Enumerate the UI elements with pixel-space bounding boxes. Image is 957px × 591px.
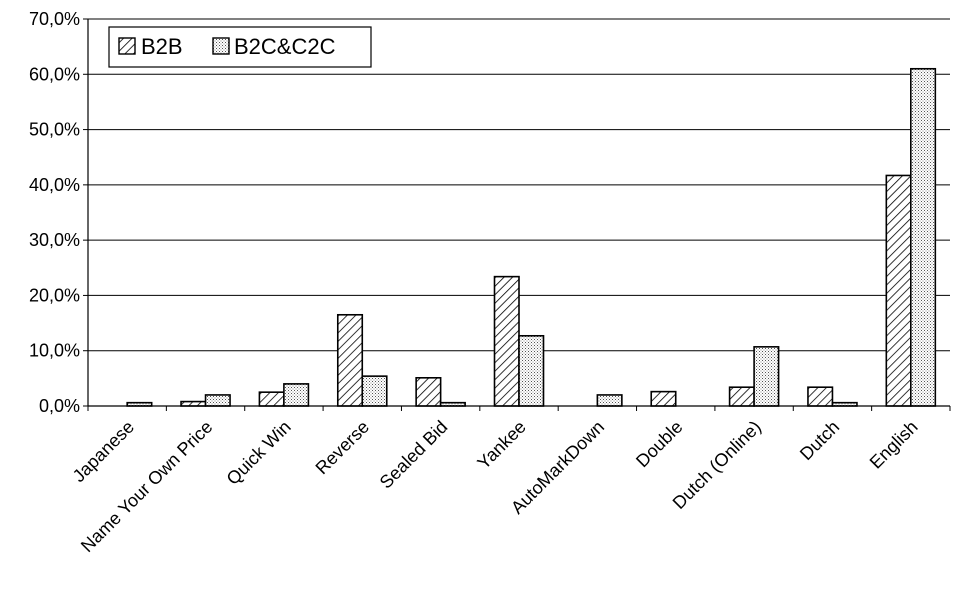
y-tick-label: 60,0% xyxy=(29,64,80,84)
bars xyxy=(126,67,937,407)
bar-b2c-c2c xyxy=(910,67,937,407)
y-tick-label: 50,0% xyxy=(29,120,80,140)
x-category-label: Quick Win xyxy=(223,417,295,489)
legend-label-b2c-c2c: B2C&C2C xyxy=(234,34,336,59)
x-category-label: Dutch xyxy=(796,417,843,464)
y-tick-label: 0,0% xyxy=(39,396,80,416)
bar-b2b xyxy=(415,377,442,407)
x-category-label: Double xyxy=(632,417,686,471)
x-category-label: Reverse xyxy=(312,417,374,479)
bar-b2b xyxy=(728,386,755,407)
y-tick-label: 20,0% xyxy=(29,285,80,305)
bar-b2b xyxy=(180,400,207,407)
x-category-label: English xyxy=(866,417,922,473)
bar-b2b xyxy=(493,275,520,407)
bar-b2b xyxy=(807,386,834,407)
x-category-label: Yankee xyxy=(473,417,529,473)
bar-b2b xyxy=(885,174,912,407)
legend-swatch-b2c-c2c xyxy=(212,37,230,55)
bar-b2c-c2c xyxy=(361,375,388,407)
y-tick-label: 10,0% xyxy=(29,341,80,361)
bar-b2c-c2c xyxy=(204,394,231,407)
bar-b2c-c2c xyxy=(518,334,545,407)
bar-b2b xyxy=(258,391,285,407)
axes xyxy=(87,19,951,411)
bar-b2c-c2c xyxy=(283,383,310,407)
y-tick-label: 30,0% xyxy=(29,230,80,250)
x-category-label: Name Your Own Price xyxy=(77,417,216,556)
x-category-label: Japanese xyxy=(69,417,138,486)
legend-label-b2b: B2B xyxy=(141,34,183,59)
bar-b2c-c2c xyxy=(753,346,780,407)
gridlines xyxy=(83,18,950,407)
y-tick-labels: 0,0% 10,0% 20,0% 30,0% 40,0% 50,0% 60,0% 70,0% xyxy=(29,9,80,416)
bar-b2b xyxy=(336,313,364,407)
legend-box xyxy=(108,26,372,68)
bar-b2b xyxy=(650,390,677,407)
y-tick-label: 70,0% xyxy=(29,9,80,29)
legend: B2B B2C&C2C xyxy=(108,26,372,68)
legend-swatch-b2b xyxy=(118,37,136,55)
x-category-label: Sealed Bid xyxy=(376,417,452,493)
bar-b2c-c2c xyxy=(596,394,623,407)
y-tick-label: 40,0% xyxy=(29,175,80,195)
